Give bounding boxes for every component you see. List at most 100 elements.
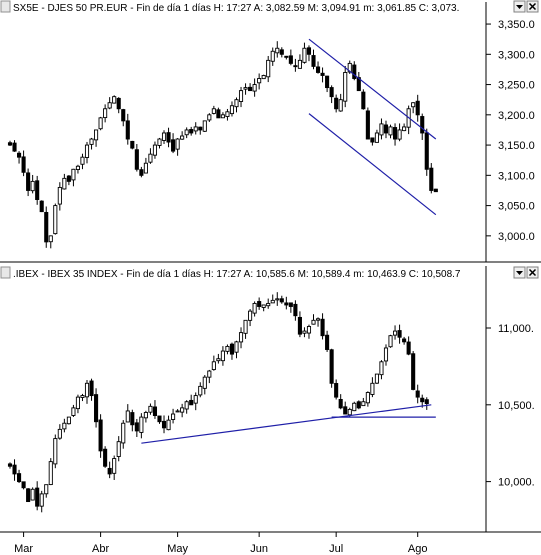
candle [383, 120, 389, 139]
candle-body [94, 129, 99, 141]
candle-body [238, 90, 244, 102]
candle [365, 107, 370, 140]
candle-body [365, 392, 370, 404]
candle [98, 414, 103, 458]
candle-body [98, 419, 103, 452]
candle [365, 391, 370, 407]
candle [211, 105, 216, 115]
candle [415, 384, 420, 404]
candle [397, 324, 402, 344]
candle [270, 47, 275, 66]
candle [143, 157, 148, 174]
candle [388, 124, 393, 139]
candle [94, 388, 99, 428]
candle [148, 148, 153, 164]
candle-body [311, 55, 316, 67]
candle-body [216, 109, 221, 119]
candle [270, 294, 275, 304]
candle-body [112, 458, 117, 474]
candle [252, 78, 257, 97]
candle [243, 83, 248, 95]
candle [121, 420, 126, 449]
candle [134, 418, 139, 438]
candle-body [39, 200, 44, 213]
x-axis: Mar Abr May Jun Jul Ago [0, 531, 541, 555]
candle [198, 126, 203, 135]
candle [302, 42, 307, 64]
candle [393, 325, 398, 340]
candle [370, 137, 375, 146]
candle [202, 120, 207, 132]
candle [7, 140, 13, 146]
candle [325, 330, 330, 352]
candle [66, 416, 71, 425]
candle [257, 73, 262, 90]
candle-body [134, 422, 139, 432]
candle [284, 296, 289, 310]
candle [343, 65, 348, 108]
candle [44, 484, 49, 498]
candle [161, 130, 167, 144]
candle-body [7, 463, 13, 467]
candle [171, 408, 176, 424]
candle-body [320, 318, 325, 337]
candle-body [12, 142, 17, 152]
y-tick-label: 3,350.0 [498, 19, 535, 31]
candle-body [166, 132, 171, 143]
candle-body [66, 416, 71, 425]
candle-body [424, 132, 429, 170]
candle [184, 400, 189, 414]
candle-body [225, 111, 230, 117]
candle-body [388, 126, 393, 136]
panel-menu-icon[interactable] [0, 0, 11, 13]
candle-body [143, 412, 148, 419]
candle-body [21, 481, 26, 489]
candle [225, 344, 230, 355]
candle-body [393, 127, 398, 140]
candle-body [30, 488, 35, 501]
candle-body [189, 399, 194, 406]
candle-body [116, 441, 121, 457]
candle [388, 334, 393, 348]
candle-body [211, 361, 216, 371]
candle-body [220, 350, 225, 362]
candle [243, 319, 248, 339]
candle-body [139, 169, 144, 176]
candle [134, 144, 139, 172]
candle-body [288, 302, 293, 307]
candle-body [184, 129, 189, 136]
candle [107, 97, 112, 110]
candle [275, 41, 280, 58]
candle [279, 47, 284, 58]
candle [139, 166, 144, 178]
candle [166, 127, 171, 148]
candle [220, 112, 225, 119]
panel-menu-icon[interactable] [0, 266, 11, 279]
candle-body [107, 467, 112, 475]
candle-body [257, 78, 262, 84]
candle [12, 459, 17, 481]
candle [35, 175, 40, 205]
candle-body [397, 330, 402, 338]
candle-body [198, 385, 203, 396]
candle-body [393, 330, 398, 336]
candle-body [374, 373, 379, 384]
candle [53, 203, 58, 235]
candle [103, 104, 108, 123]
candle-body [71, 168, 76, 181]
candle-body [284, 302, 289, 306]
candle-body [180, 407, 185, 413]
candle [184, 127, 189, 139]
trend-line [141, 404, 432, 444]
candle-body [370, 137, 375, 143]
candle-body [356, 401, 361, 409]
candle [130, 409, 135, 432]
candle [379, 360, 384, 380]
y-tick-label: 3,300.0 [498, 49, 535, 61]
candle-body [98, 117, 103, 130]
candle-body [175, 410, 180, 413]
candle [220, 346, 225, 366]
candle [356, 400, 361, 410]
close-glyph [528, 2, 537, 11]
y-tick-label: 3,000.0 [498, 231, 535, 243]
